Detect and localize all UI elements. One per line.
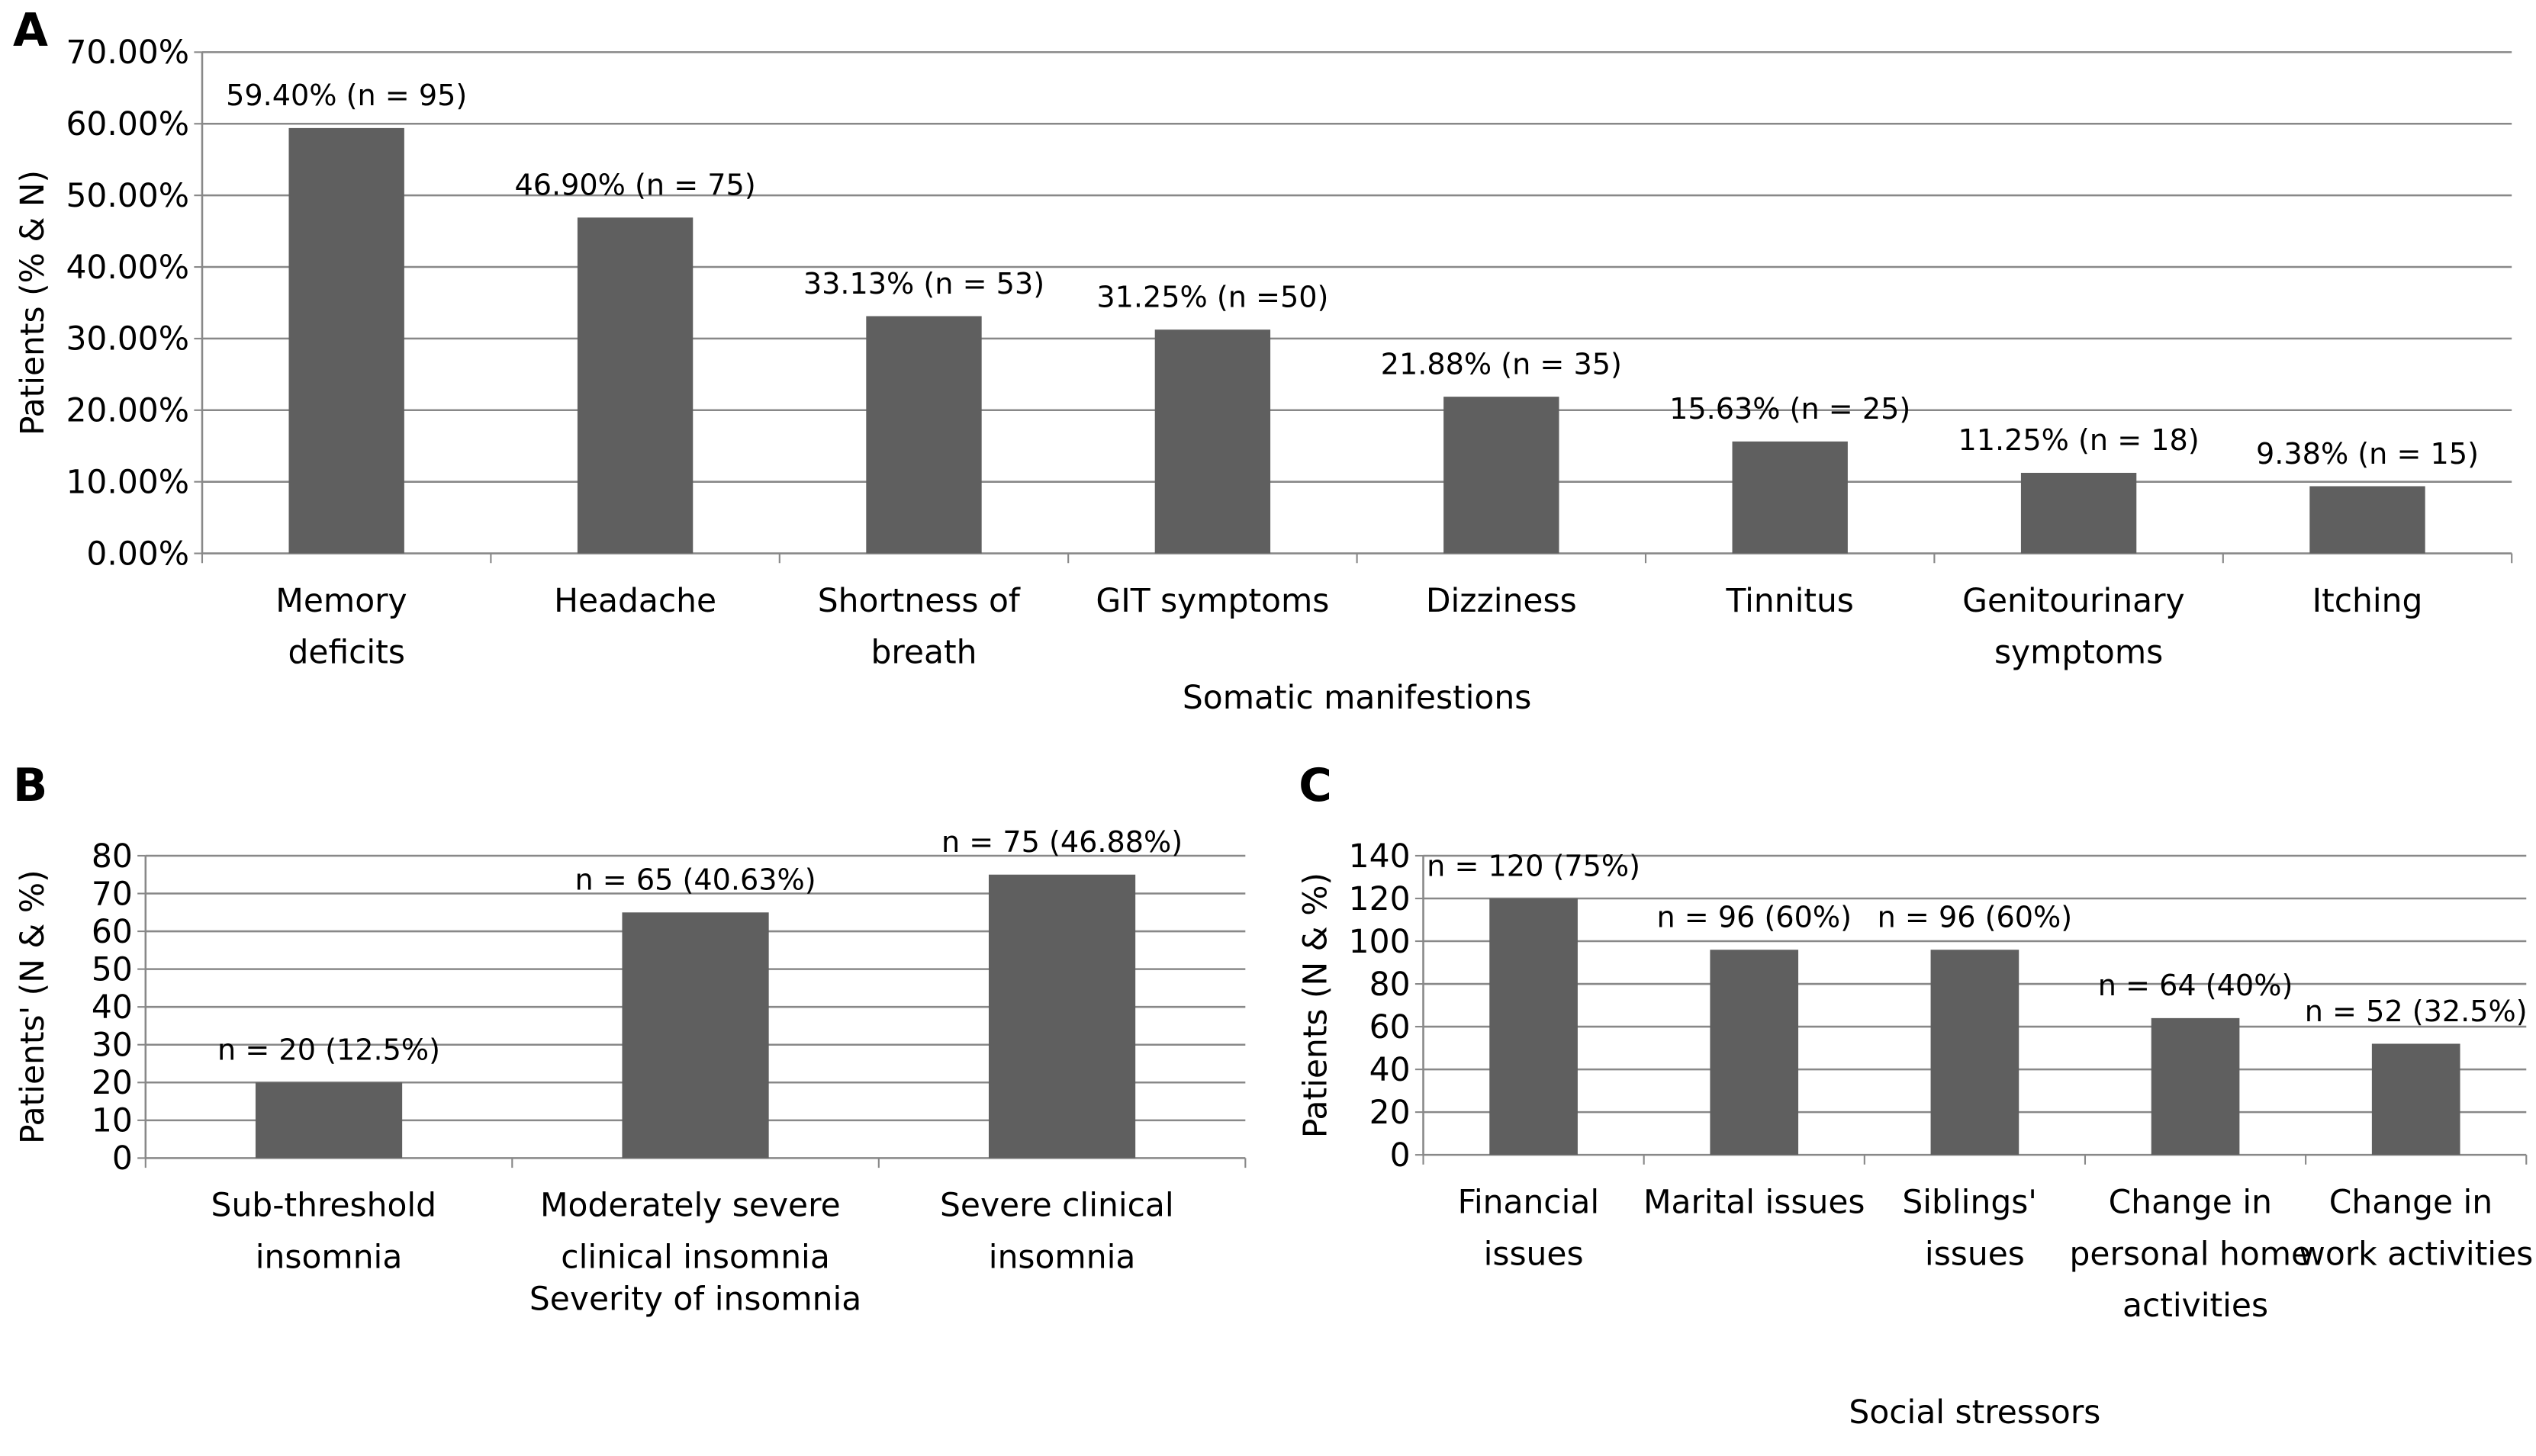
- x-axis-label: Social stressors: [1849, 1393, 2100, 1431]
- value-label: n = 64 (40%): [2098, 969, 2293, 1002]
- x-tick-label: Severe clinical insomnia: [940, 1187, 1184, 1276]
- y-axis-label: Patients (N & %): [1296, 873, 1334, 1138]
- bar: [1443, 397, 1559, 554]
- y-tick-label: 0: [112, 1139, 133, 1177]
- y-tick-label: 40: [1369, 1051, 1411, 1088]
- value-label: n = 65 (40.63%): [574, 863, 816, 897]
- y-tick-label: 40: [92, 988, 133, 1026]
- y-tick-label: 30.00%: [66, 320, 189, 358]
- y-tick-label: 60: [1369, 1008, 1411, 1046]
- value-label: n = 20 (12.5%): [217, 1033, 440, 1067]
- x-tick-label: Headache: [554, 582, 716, 619]
- bar: [255, 1082, 403, 1159]
- y-tick-label: 60: [92, 913, 133, 950]
- x-tick-label: Shortness of breath: [818, 582, 1031, 671]
- value-label: n = 75 (46.88%): [941, 825, 1183, 859]
- bar: [622, 912, 769, 1159]
- bar: [1154, 329, 1271, 554]
- value-label: 21.88% (n = 35): [1381, 347, 1622, 381]
- y-tick-label: 80: [1369, 966, 1411, 1003]
- y-tick-label: 40.00%: [66, 249, 189, 286]
- value-label: 33.13% (n = 53): [803, 267, 1044, 301]
- value-label: 31.25% (n =50): [1096, 280, 1328, 313]
- y-tick-label: 50.00%: [66, 177, 189, 214]
- value-label: 46.90% (n = 75): [514, 169, 755, 202]
- x-tick-label: Genitourinary symptoms: [1962, 582, 2195, 671]
- bar: [2151, 1017, 2240, 1155]
- x-tick-label: Siblings' issues: [1902, 1183, 2047, 1272]
- bar: [1710, 950, 1799, 1155]
- bar: [2371, 1043, 2460, 1155]
- y-axis-label: Patients' (N & %): [14, 869, 51, 1144]
- x-tick-label: Financial issues: [1458, 1183, 1610, 1272]
- y-tick-label: 50: [92, 950, 133, 988]
- bar: [988, 874, 1136, 1159]
- bar: [866, 316, 982, 554]
- x-axis-label: Severity of insomnia: [529, 1281, 861, 1318]
- y-tick-label: 140: [1349, 837, 1411, 875]
- bar: [2309, 486, 2425, 554]
- x-axis-label: Somatic manifestions: [1183, 679, 1531, 716]
- bar: [2020, 472, 2137, 554]
- y-tick-label: 0: [1390, 1136, 1411, 1174]
- x-tick-label: Sub-threshold insomnia: [211, 1187, 447, 1276]
- panel-label: A: [13, 4, 48, 56]
- bar: [1489, 898, 1578, 1155]
- x-tick-label: Itching: [2312, 582, 2423, 619]
- y-tick-label: 10: [92, 1102, 133, 1139]
- y-tick-label: 120: [1349, 880, 1411, 918]
- x-tick-label: Moderately severe clinical insomnia: [540, 1187, 851, 1276]
- y-tick-label: 0.00%: [86, 535, 189, 572]
- y-tick-label: 20: [92, 1064, 133, 1101]
- x-tick-label: GIT symptoms: [1096, 582, 1329, 619]
- value-label: 59.40% (n = 95): [226, 79, 467, 112]
- y-tick-label: 80: [92, 837, 133, 875]
- panel-label: C: [1299, 759, 1332, 812]
- value-label: n = 120 (75%): [1427, 849, 1640, 882]
- x-tick-label: Dizziness: [1426, 582, 1577, 619]
- y-tick-label: 60.00%: [66, 105, 189, 143]
- x-tick-label: Memory deficits: [275, 582, 417, 671]
- y-tick-label: 30: [92, 1027, 133, 1064]
- bar: [577, 217, 694, 554]
- y-tick-label: 70.00%: [66, 34, 189, 71]
- panel-label: B: [13, 759, 47, 812]
- value-label: 11.25% (n = 18): [1958, 423, 2199, 457]
- y-tick-label: 100: [1349, 923, 1411, 960]
- x-tick-label: Tinnitus: [1726, 582, 1854, 619]
- x-tick-label: Change in work activities: [2299, 1183, 2533, 1272]
- x-tick-label: Marital issues: [1643, 1183, 1865, 1220]
- value-label: n = 96 (60%): [1656, 901, 1852, 934]
- y-tick-label: 10.00%: [66, 464, 189, 501]
- value-label: n = 96 (60%): [1878, 901, 2073, 934]
- x-tick-label: Change in personal home activities: [2070, 1183, 2322, 1324]
- bar: [1732, 441, 1848, 554]
- value-label: 15.63% (n = 25): [1669, 392, 1910, 426]
- y-tick-label: 20: [1369, 1094, 1411, 1131]
- y-axis-label: Patients (% & N): [14, 170, 51, 436]
- y-tick-label: 70: [92, 875, 133, 912]
- value-label: n = 52 (32.5%): [2305, 995, 2528, 1028]
- bar: [288, 127, 404, 554]
- bar: [1930, 950, 2019, 1155]
- value-label: 9.38% (n = 15): [2256, 437, 2479, 471]
- y-tick-label: 20.00%: [66, 392, 189, 429]
